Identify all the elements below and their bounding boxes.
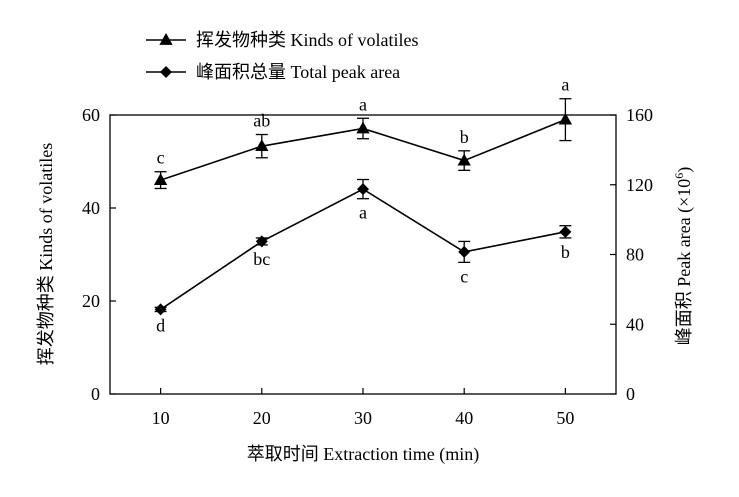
legend-item-1: 挥发物种类 Kinds of volatiles [146, 30, 419, 50]
significance-label: a [359, 94, 367, 114]
y-right-tick-label: 40 [626, 314, 644, 334]
y-axis-title-right: 峰面积 Peak area (×106) [672, 167, 695, 346]
significance-label: b [460, 127, 469, 147]
y-right-tick-label: 120 [626, 175, 653, 195]
diamond-marker [458, 245, 471, 258]
triangle-marker [356, 121, 370, 134]
y-left-tick-label: 60 [82, 105, 100, 125]
diamond-marker [357, 183, 369, 196]
triangle-marker [457, 153, 471, 166]
x-tick-label: 50 [556, 408, 574, 428]
significance-label: a [359, 203, 367, 223]
x-tick-label: 30 [354, 408, 372, 428]
legend-item-2: 峰面积总量 Total peak area [146, 62, 400, 82]
diamond-marker [255, 235, 268, 248]
significance-label: c [460, 266, 468, 286]
y-axis-title-left: 挥发物种类 Kinds of volatiles [36, 143, 56, 366]
y-left-tick-label: 0 [91, 384, 100, 404]
significance-label: bc [253, 249, 270, 269]
triangle-marker [255, 139, 269, 152]
y-right-tick-label: 0 [626, 384, 635, 404]
legend: 挥发物种类 Kinds of volatiles 峰面积总量 Total peak… [146, 30, 419, 82]
series-2: d bc a c b [154, 178, 572, 336]
legend-triangle-icon [159, 33, 173, 45]
triangle-marker [558, 112, 573, 125]
significance-label: ab [253, 111, 270, 131]
x-tick-label: 20 [253, 408, 271, 428]
legend-label: 挥发物种类 Kinds of volatiles [196, 30, 419, 50]
significance-label: d [156, 316, 165, 336]
y-right-tick-label: 160 [626, 105, 653, 125]
plot-frame [109, 114, 617, 395]
y-left-tick-label: 40 [82, 198, 100, 218]
y-axis-title-right-main: 峰面积 Peak area (×10 [674, 179, 695, 346]
legend-label: 峰面积总量 Total peak area [196, 62, 400, 82]
y-axis-title-right-exp: 6 [672, 173, 686, 179]
legend-diamond-icon [160, 66, 172, 78]
y-left-tick-label: 20 [82, 291, 100, 311]
significance-label: c [157, 148, 165, 168]
triangle-marker [153, 173, 168, 185]
significance-label: a [561, 75, 569, 95]
axes: 10 20 30 40 50 0 20 40 60 0 40 80 120 160 [82, 105, 653, 428]
x-tick-label: 10 [152, 408, 170, 428]
diamond-marker [154, 303, 167, 316]
diamond-marker [559, 225, 572, 238]
significance-label: b [561, 242, 570, 262]
y-axis-title-right-close: ) [674, 167, 695, 173]
y-right-tick-label: 80 [626, 245, 644, 265]
x-axis-title: 萃取时间 Extraction time (min) [247, 444, 479, 465]
x-tick-label: 40 [455, 408, 473, 428]
